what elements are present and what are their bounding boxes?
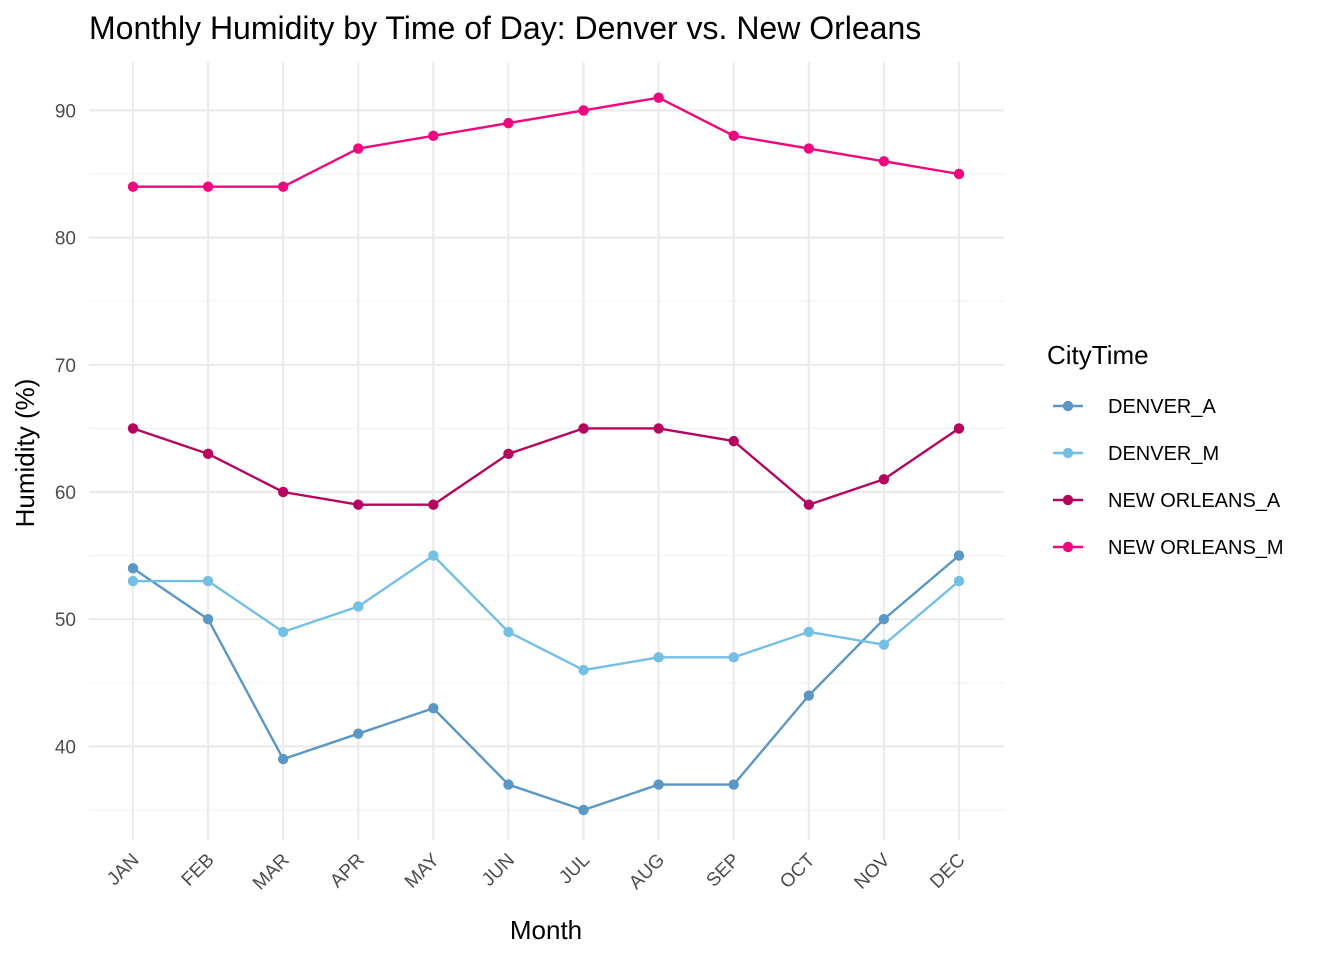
- legend-label: DENVER_A: [1108, 396, 1216, 418]
- y-axis-tick-labels: 40 50 60 70 80 90: [55, 101, 76, 758]
- data-point-denver-m: [202, 575, 214, 587]
- x-axis-tick-labels: JAN FEB MAR APR MAY JUN JUL AUG SEP OCT NOV DEC: [103, 849, 969, 894]
- y-tick-label: 70: [55, 356, 76, 377]
- data-point-new-orleans-m: [653, 92, 664, 103]
- data-point-denver-m: [353, 601, 364, 612]
- x-tick-label: JUN: [478, 850, 519, 891]
- data-point-new-orleans-m: [578, 105, 589, 116]
- data-point-denver-m: [277, 626, 289, 638]
- x-tick-label: MAR: [249, 850, 294, 895]
- data-point-new-orleans-a: [202, 448, 214, 460]
- data-point-new-orleans-m: [878, 156, 890, 167]
- data-point-denver-a: [728, 779, 739, 790]
- data-point-new-orleans-a: [353, 499, 364, 510]
- legend-item-new-orleans-m: NEW ORLEANS_M: [1053, 537, 1284, 559]
- data-point-new-orleans-m: [353, 143, 364, 154]
- x-tick-label: APR: [326, 850, 368, 892]
- data-point-denver-a: [127, 563, 139, 574]
- data-point-denver-a: [503, 779, 514, 790]
- y-tick-label: 80: [55, 229, 76, 250]
- x-tick-label: SEP: [703, 850, 745, 892]
- x-tick-label: JUL: [555, 850, 594, 889]
- data-point-new-orleans-a: [728, 435, 739, 447]
- legend-label: NEW ORLEANS_M: [1108, 537, 1284, 559]
- legend-title: CityTime: [1047, 340, 1149, 370]
- data-point-denver-a: [277, 753, 289, 765]
- data-point-new-orleans-m: [803, 143, 815, 154]
- y-tick-label: 40: [55, 737, 76, 758]
- legend-key-point: [1062, 494, 1074, 506]
- series-denver-a: [127, 550, 965, 816]
- data-point-new-orleans-m: [728, 130, 739, 142]
- data-point-denver-m: [653, 652, 664, 663]
- data-point-denver-a: [878, 614, 890, 625]
- data-point-denver-m: [878, 639, 890, 650]
- data-point-denver-a: [353, 728, 364, 739]
- data-point-new-orleans-m: [428, 130, 439, 142]
- data-point-new-orleans-m: [953, 168, 965, 180]
- data-point-denver-a: [578, 804, 589, 816]
- data-point-new-orleans-a: [878, 474, 890, 485]
- data-point-denver-m: [803, 626, 815, 638]
- x-tick-label: NOV: [850, 849, 894, 893]
- data-point-new-orleans-m: [277, 181, 289, 192]
- legend-label: DENVER_M: [1108, 443, 1219, 465]
- data-point-new-orleans-m: [202, 181, 214, 192]
- data-point-new-orleans-a: [127, 423, 139, 434]
- legend-item-denver-m: DENVER_M: [1053, 443, 1219, 465]
- data-point-denver-a: [653, 779, 664, 790]
- legend-item-denver-a: DENVER_A: [1053, 396, 1216, 418]
- series-line-denver-a: [131, 554, 961, 812]
- data-point-new-orleans-a: [428, 499, 439, 510]
- x-tick-label: JAN: [103, 850, 143, 890]
- data-point-new-orleans-a: [277, 486, 289, 498]
- chart-title: Monthly Humidity by Time of Day: Denver …: [89, 10, 921, 46]
- legend-key-point: [1062, 447, 1074, 459]
- y-axis-title: Humidity (%): [10, 379, 40, 528]
- series-denver-m: [127, 550, 965, 676]
- legend-item-new-orleans-a: NEW ORLEANS_A: [1053, 490, 1281, 512]
- x-axis-title: Month: [510, 915, 582, 945]
- data-point-new-orleans-a: [503, 448, 514, 460]
- data-point-denver-m: [503, 626, 514, 638]
- legend-items: DENVER_A DENVER_M NEW ORLEANS_A NEW ORLEANS…: [1053, 396, 1284, 559]
- data-point-denver-m: [953, 575, 965, 587]
- data-point-new-orleans-a: [578, 423, 589, 434]
- data-point-denver-a: [803, 690, 815, 701]
- y-tick-label: 90: [55, 101, 76, 122]
- data-point-denver-a: [953, 550, 965, 561]
- data-point-new-orleans-a: [803, 499, 815, 510]
- y-tick-label: 50: [55, 610, 76, 631]
- legend-key-point: [1062, 541, 1074, 553]
- x-tick-label: MAY: [401, 849, 444, 892]
- data-point-new-orleans-m: [127, 181, 139, 192]
- x-tick-label: OCT: [776, 849, 819, 892]
- data-point-denver-m: [428, 550, 439, 561]
- legend: CityTime DENVER_A DENVER_M NEW ORLEANS_A NE…: [1047, 340, 1284, 559]
- legend-key-point: [1062, 400, 1074, 412]
- data-point-denver-m: [728, 652, 739, 663]
- x-tick-label: DEC: [926, 850, 969, 893]
- x-tick-label: AUG: [625, 850, 669, 894]
- data-point-new-orleans-m: [503, 117, 514, 129]
- series-line-denver-m: [131, 554, 961, 672]
- major-gridlines: [89, 62, 1004, 840]
- data-point-denver-m: [127, 575, 139, 587]
- data-point-new-orleans-a: [953, 423, 965, 434]
- series-new-orleans-a: [127, 423, 965, 510]
- series-new-orleans-m: [127, 92, 965, 192]
- series-layer: [127, 92, 965, 816]
- data-point-new-orleans-a: [653, 423, 664, 434]
- legend-label: NEW ORLEANS_A: [1108, 490, 1281, 512]
- data-point-denver-a: [202, 614, 214, 625]
- series-line-new-orleans-m: [131, 96, 961, 188]
- x-tick-label: FEB: [178, 850, 219, 891]
- data-point-denver-m: [578, 664, 589, 676]
- data-point-denver-a: [428, 703, 439, 714]
- series-line-new-orleans-a: [131, 427, 961, 506]
- y-tick-label: 60: [55, 483, 76, 504]
